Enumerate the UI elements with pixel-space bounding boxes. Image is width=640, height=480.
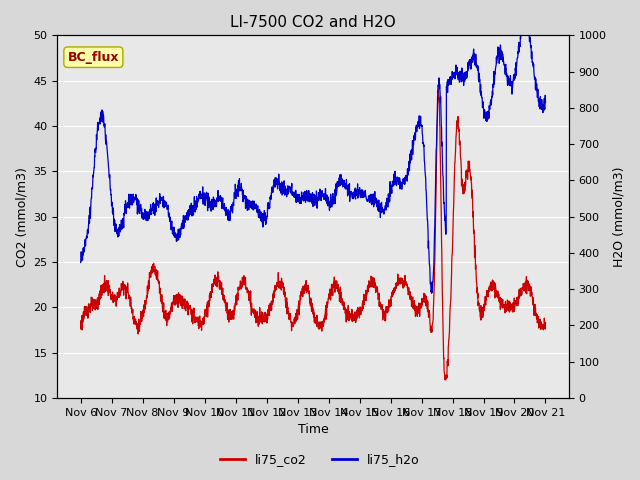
li75_h2o	[100, 124, 108, 130]
li75_co2	[529, 295, 536, 300]
Line: li75_h2o: li75_h2o	[81, 36, 545, 293]
li75_h2o	[517, 33, 525, 38]
li75_co2	[303, 285, 310, 290]
li75_h2o	[443, 84, 451, 90]
li75_h2o	[428, 290, 435, 296]
li75_h2o	[541, 99, 549, 105]
Line: li75_co2: li75_co2	[81, 89, 545, 380]
li75_co2	[442, 377, 449, 383]
Y-axis label: H2O (mmol/m3): H2O (mmol/m3)	[612, 167, 625, 267]
li75_co2	[435, 86, 442, 92]
li75_h2o	[77, 260, 84, 265]
Text: BC_flux: BC_flux	[68, 51, 119, 64]
li75_co2	[444, 360, 451, 365]
Title: LI-7500 CO2 and H2O: LI-7500 CO2 and H2O	[230, 15, 396, 30]
li75_co2	[541, 320, 549, 325]
li75_co2	[529, 294, 536, 300]
X-axis label: Time: Time	[298, 423, 328, 436]
Y-axis label: CO2 (mmol/m3): CO2 (mmol/m3)	[15, 167, 28, 266]
li75_co2	[291, 316, 298, 322]
li75_co2	[77, 326, 84, 332]
li75_co2	[100, 280, 108, 286]
li75_h2o	[303, 188, 310, 193]
Legend: li75_co2, li75_h2o: li75_co2, li75_h2o	[215, 448, 425, 471]
li75_h2o	[291, 189, 298, 195]
li75_h2o	[529, 60, 536, 65]
li75_h2o	[529, 59, 536, 64]
